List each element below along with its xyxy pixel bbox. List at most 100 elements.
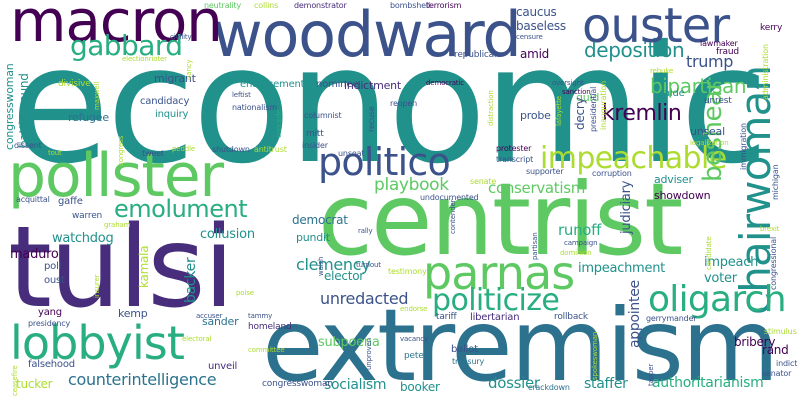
word-socialism: socialism: [324, 377, 387, 393]
word-collins: nancy: [185, 59, 193, 80]
word-extremism: extremism: [262, 287, 779, 400]
word-maduro: maduro: [10, 247, 59, 262]
word-endorse: congresswoman: [262, 379, 333, 389]
word-woodward: woodward: [212, 0, 522, 71]
word-insider: insider: [302, 141, 328, 150]
word-undocumented: undocumented: [420, 193, 479, 202]
word-rollback: rollback: [554, 312, 588, 322]
word-macron: macron: [10, 0, 223, 55]
word-stimulus: stimulus: [764, 327, 797, 336]
word-tapper: insurer: [93, 274, 101, 298]
word-dissent: tout: [48, 149, 62, 157]
word-deposition: deposition: [584, 38, 685, 62]
word-elector: elector: [324, 269, 364, 283]
word-impeachable: impeachable: [540, 141, 727, 176]
word-emolument: emolument: [114, 195, 248, 223]
word-aide: aide: [664, 88, 685, 99]
word-politicize: politicize: [432, 283, 560, 318]
word-collusion: collusion: [200, 227, 255, 242]
word-vacancy: endorse: [400, 305, 428, 313]
word-bribery: bribery: [734, 335, 776, 349]
word-electoral: walsh: [317, 256, 325, 276]
word-unrest: unrest: [704, 96, 732, 106]
word-showdown: showdown: [654, 189, 711, 202]
word-centrist: centrist: [318, 161, 683, 278]
word-kemp: kemp: [118, 307, 148, 320]
word-presidency: presidency: [28, 319, 71, 328]
word-michigan: rebuke: [650, 67, 674, 75]
word-tammy: committee: [248, 346, 285, 354]
word-impeachment: impeachment: [578, 261, 666, 276]
word-protester: protester: [496, 144, 532, 153]
word-counterintelligence: counterintelligence: [68, 370, 217, 389]
word-corruption: corruption: [592, 169, 632, 178]
word-civility: dissent: [14, 141, 42, 150]
word-trump: trump: [686, 52, 734, 71]
word-oversight: lafayette: [555, 96, 563, 126]
word-unseal: unseal: [690, 125, 725, 138]
word-supporter: supporter: [526, 167, 564, 176]
word-tariff: tariff: [436, 312, 457, 322]
word-decry: decry: [573, 97, 587, 130]
word-nancy: democratic: [426, 79, 465, 87]
word-backer: backer: [183, 257, 199, 303]
word-tweet: peddle: [172, 145, 196, 153]
word-inauguration: recuse: [367, 106, 376, 132]
word-terrorism: collins: [254, 1, 279, 10]
word-conservatism: conservatism: [488, 179, 586, 197]
word-recuse: reopen: [390, 99, 418, 108]
word-congresswoman2: spokeswoman: [591, 331, 599, 380]
word-columnist: concede: [275, 109, 283, 139]
word-committee: poise: [236, 289, 254, 297]
word-shutdown: antitrust: [254, 145, 287, 154]
word-contender: rally: [358, 227, 373, 235]
word-gerrymander: gerrymander: [646, 314, 697, 323]
word-rebuke: sanction: [562, 88, 591, 96]
word-probe: probe: [520, 109, 551, 122]
word-presidential: inauguration: [599, 80, 608, 130]
word-refugee: refugee: [68, 111, 109, 124]
word-authoritarianism: authoritarianism: [652, 375, 764, 391]
word-judiciary: judiciary: [619, 180, 634, 234]
word-playbook: playbook: [374, 175, 449, 195]
word-divisive: divisive: [58, 79, 91, 89]
word-bipartisan: bipartisan: [650, 74, 747, 98]
word-senate: senate: [470, 177, 497, 186]
word-poise: electoral: [182, 335, 212, 343]
word-senator: senator: [762, 369, 792, 378]
word-congresswoman: congresswoman: [3, 63, 16, 150]
word-yang: yang: [38, 307, 62, 318]
word-pete: pete: [404, 351, 424, 361]
word-lafayette: presidential: [589, 86, 598, 132]
word-indictment: indictment: [344, 79, 401, 92]
word-staffer: staffer: [584, 376, 628, 392]
word-kamala: kamala: [137, 245, 151, 288]
word-kremlin: kremlin: [602, 101, 682, 126]
word-indict: indict: [776, 359, 798, 368]
word-transcript: transcript: [496, 155, 534, 164]
word-partisan: campaign: [564, 239, 598, 247]
word-insurer: ceasefire: [11, 365, 19, 396]
word-gaffe: gaffe: [58, 196, 83, 207]
word-demonstrator: civility: [170, 33, 192, 41]
word-immigration: michigan: [771, 164, 780, 200]
word-dossier: dossier: [488, 374, 540, 392]
word-brexit: brexit: [760, 225, 780, 233]
word-antitrust: graham: [104, 221, 131, 229]
word-mitt: mitt: [306, 129, 324, 139]
word-rally: testimony: [388, 267, 427, 276]
word-politico: politico: [318, 140, 451, 184]
word-economic: economic: [10, 12, 769, 200]
word-tulsi: tulsi: [8, 203, 235, 333]
word-tucker: tucker: [16, 377, 53, 391]
word-booker: booker: [400, 380, 440, 394]
word-sanction: censure: [516, 33, 543, 41]
word-leftist: nationalism: [232, 103, 277, 112]
word-caucus: caucus: [516, 5, 557, 19]
word-pollster: pollster: [8, 141, 224, 211]
word-lawmaker: lawmaker: [700, 39, 738, 48]
word-candidate: candidate: [705, 236, 713, 271]
word-ouster: ouster: [582, 0, 730, 54]
word-pentagon: legalization: [690, 139, 729, 147]
